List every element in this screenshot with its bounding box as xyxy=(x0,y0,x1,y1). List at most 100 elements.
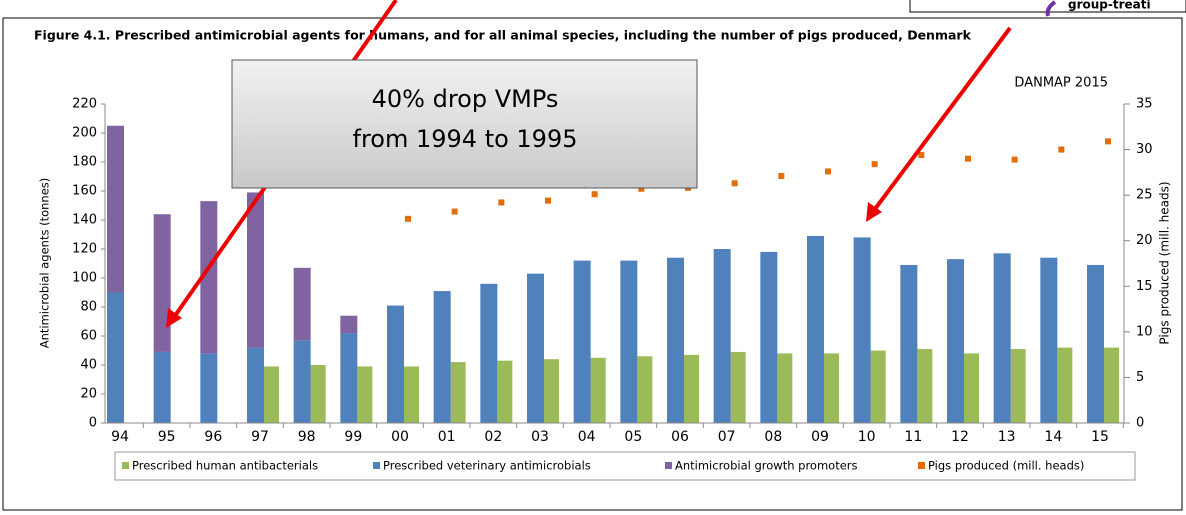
bar xyxy=(153,351,171,423)
y-tick-label: 0 xyxy=(89,416,97,431)
bar xyxy=(1057,347,1073,423)
pig-marker xyxy=(405,215,411,222)
y2-tick-label: 25 xyxy=(1136,188,1153,203)
bar xyxy=(590,357,606,423)
y-tick-label: 40 xyxy=(80,358,97,373)
x-tick-label: 10 xyxy=(858,429,876,445)
pig-marker xyxy=(871,161,878,168)
pig-marker xyxy=(918,152,925,159)
y-tick-label: 60 xyxy=(80,329,97,344)
bar xyxy=(1010,349,1026,423)
bar xyxy=(573,260,591,423)
x-tick-label: 11 xyxy=(904,429,922,445)
pig-marker xyxy=(545,197,551,204)
bar-segment xyxy=(340,315,358,334)
bar xyxy=(853,237,871,423)
x-tick-label: 06 xyxy=(671,429,689,445)
annotation-box xyxy=(231,59,698,189)
figure-frame xyxy=(2,17,1183,511)
arrow-line xyxy=(870,26,1012,215)
y-tick-label: 200 xyxy=(72,126,97,141)
x-tick-label: 04 xyxy=(578,429,596,445)
bar xyxy=(387,305,404,423)
source-label: DANMAP 2015 xyxy=(1014,76,1108,91)
bar xyxy=(993,253,1011,423)
bar xyxy=(433,291,451,423)
bar xyxy=(264,366,279,423)
y2-tick-label: 30 xyxy=(1136,142,1153,157)
legend-label: Antimicrobial growth promoters xyxy=(675,459,858,473)
bar xyxy=(1087,264,1104,423)
bar xyxy=(730,351,746,423)
y-tick-label: 20 xyxy=(80,387,97,402)
y2-tick-label: 20 xyxy=(1136,233,1153,248)
bar xyxy=(544,359,559,423)
bar xyxy=(917,349,933,423)
corner-text: group-treati xyxy=(1068,0,1151,12)
bar xyxy=(713,249,731,423)
bar xyxy=(310,365,326,423)
corner-arc xyxy=(1045,0,1057,17)
pig-marker xyxy=(1105,138,1111,145)
x-tick-label: 99 xyxy=(344,429,362,445)
y2-axis-label: Pigs produced (mill. heads) xyxy=(1158,181,1172,344)
legend-label: Prescribed human antibacterials xyxy=(132,459,318,473)
bar xyxy=(527,273,544,423)
pig-marker xyxy=(451,208,458,215)
y-tick-label: 220 xyxy=(72,97,97,112)
x-tick-label: 08 xyxy=(764,429,782,445)
pig-marker xyxy=(638,185,645,192)
legend-swatch xyxy=(665,462,672,469)
x-tick-label: 13 xyxy=(998,429,1016,445)
x-tick-label: 96 xyxy=(204,429,222,445)
x-tick-label: 94 xyxy=(111,429,129,445)
bar xyxy=(684,354,699,423)
bar xyxy=(450,362,466,423)
bar-segment xyxy=(153,214,171,352)
legend-box xyxy=(114,451,1136,481)
arrow-head xyxy=(166,308,182,328)
y-tick-label: 160 xyxy=(72,184,97,199)
legend-swatch xyxy=(122,462,129,469)
bar xyxy=(870,350,886,423)
x-tick-label: 02 xyxy=(484,429,502,445)
pig-marker xyxy=(825,168,831,175)
pig-marker xyxy=(1011,156,1018,163)
x-tick-label: 15 xyxy=(1091,429,1109,445)
bar xyxy=(404,366,419,423)
bar xyxy=(200,353,218,423)
legend-swatch xyxy=(918,462,925,469)
bar xyxy=(620,260,638,423)
arrow-head xyxy=(866,202,882,222)
x-tick-label: 03 xyxy=(531,429,549,445)
bar xyxy=(293,340,311,423)
bar-segment xyxy=(200,201,218,354)
y-tick-label: 100 xyxy=(72,271,97,286)
bar xyxy=(777,353,793,423)
y-tick-label: 180 xyxy=(72,155,97,170)
bar xyxy=(357,366,373,423)
y2-tick-label: 10 xyxy=(1136,324,1153,339)
pig-marker xyxy=(778,173,785,180)
bar xyxy=(480,283,498,423)
pig-marker xyxy=(591,191,598,198)
y-axis-label: Antimicrobial agents (tonnes) xyxy=(38,178,52,349)
bar-segment xyxy=(247,192,264,348)
x-tick-label: 95 xyxy=(158,429,176,445)
bar xyxy=(824,353,839,423)
legend-label: Prescribed veterinary antimicrobials xyxy=(383,459,591,473)
pig-marker xyxy=(731,180,738,187)
bar xyxy=(807,235,824,423)
bar xyxy=(1104,347,1119,423)
bar-segment xyxy=(107,125,124,293)
bar xyxy=(1040,257,1058,423)
x-tick-label: 09 xyxy=(811,429,829,445)
y-tick-label: 140 xyxy=(72,213,97,228)
bar xyxy=(900,264,918,423)
bar xyxy=(947,259,964,423)
pig-marker xyxy=(498,199,505,206)
annotation: 40% drop VMPs from 1994 to 1995 xyxy=(353,85,578,153)
y2-tick-label: 5 xyxy=(1136,370,1144,385)
y2-tick-label: 35 xyxy=(1136,97,1153,112)
x-tick-label: 00 xyxy=(391,429,409,445)
